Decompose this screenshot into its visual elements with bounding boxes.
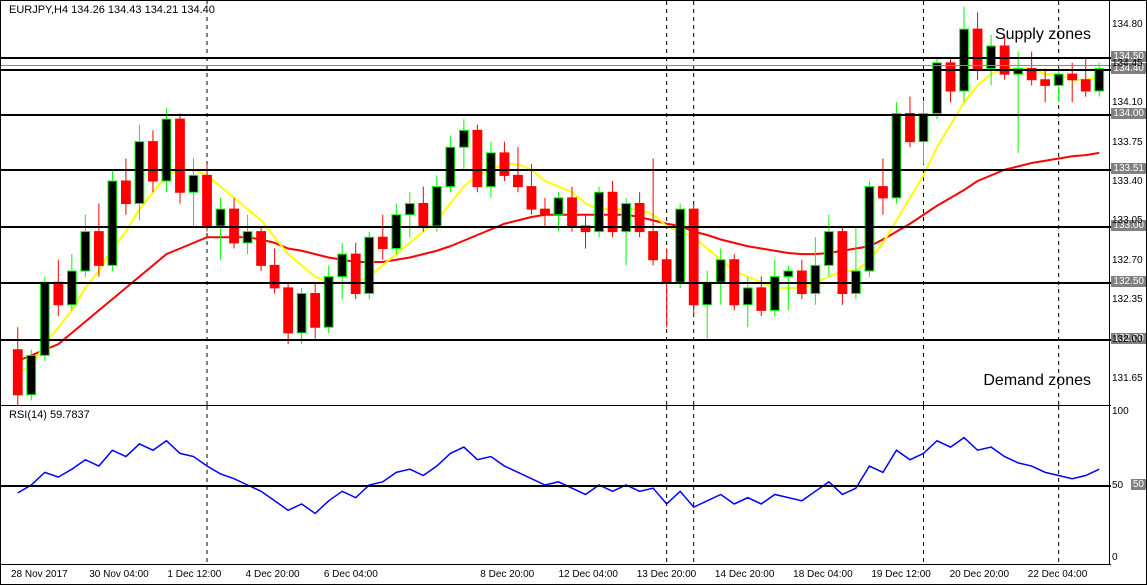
horizontal-level	[1, 169, 1111, 171]
horizontal-level	[1, 339, 1111, 341]
xtick-label: 13 Dec 20:00	[637, 569, 697, 580]
ytick-label: 134.45	[1112, 58, 1143, 69]
xtick-label: 22 Dec 04:00	[1028, 569, 1088, 580]
price-panel[interactable]: EURJPY,H4 134.26 134.43 134.21 134.40 Su…	[1, 1, 1111, 406]
rsi-ytick: 0	[1112, 552, 1118, 563]
ytick-label: 132.70	[1112, 255, 1143, 266]
price-svg	[1, 1, 1111, 406]
x-axis: 28 Nov 2017 30 Nov 04:00 1 Dec 12:00 4 Dec …	[1, 564, 1111, 585]
horizontal-level	[1, 57, 1111, 59]
level-label: 132.50	[1111, 276, 1146, 287]
demand-annotation: Demand zones	[983, 372, 1091, 390]
xtick-label: 12 Dec 04:00	[559, 569, 619, 580]
ytick-label: 133.75	[1112, 137, 1143, 148]
xtick-label: 8 Dec 20:00	[480, 569, 534, 580]
rsi-panel[interactable]: RSI(14) 59.7837	[1, 406, 1111, 564]
xtick-label: 4 Dec 20:00	[246, 569, 300, 580]
horizontal-level	[1, 114, 1111, 116]
horizontal-level	[1, 282, 1111, 284]
xtick-label: 1 Dec 12:00	[167, 569, 221, 580]
y-axis-price: 134.50134.40134.00133.51133.00132.50132.…	[1109, 1, 1146, 406]
ytick-label: 132.00	[1112, 334, 1143, 345]
ytick-label: 133.05	[1112, 215, 1143, 226]
ytick-label: 134.80	[1112, 19, 1143, 30]
horizontal-level	[1, 69, 1111, 71]
ytick-label: 134.10	[1112, 97, 1143, 108]
chart-container: EURJPY,H4 134.26 134.43 134.21 134.40 Su…	[0, 0, 1147, 585]
symbol-label: EURJPY,H4	[9, 4, 68, 16]
supply-annotation: Supply zones	[995, 26, 1091, 44]
xtick-label: 18 Dec 04:00	[793, 569, 853, 580]
rsi-ytick: 100	[1112, 406, 1129, 417]
ytick-label: 132.35	[1112, 294, 1143, 305]
rsi-ytick: 50	[1112, 480, 1123, 491]
level-label: 133.51	[1111, 163, 1146, 174]
xtick-label: 20 Dec 20:00	[950, 569, 1010, 580]
ytick-label: 131.65	[1112, 373, 1143, 384]
horizontal-level	[1, 226, 1111, 228]
xtick-label: 28 Nov 2017	[11, 569, 68, 580]
level-label: 134.00	[1111, 108, 1146, 119]
xtick-label: 6 Dec 04:00	[324, 569, 378, 580]
price-title: EURJPY,H4 134.26 134.43 134.21 134.40	[7, 4, 217, 16]
xtick-label: 19 Dec 12:00	[871, 569, 931, 580]
xtick-label: 14 Dec 20:00	[715, 569, 775, 580]
rsi-level-label: 50	[1131, 479, 1146, 490]
xtick-label: 30 Nov 04:00	[89, 569, 149, 580]
y-axis-rsi: 50 0 50 100	[1109, 406, 1146, 564]
ytick-label: 133.40	[1112, 176, 1143, 187]
ohlc-label: 134.26 134.43 134.21 134.40	[71, 4, 215, 16]
rsi-title: RSI(14) 59.7837	[7, 409, 92, 421]
